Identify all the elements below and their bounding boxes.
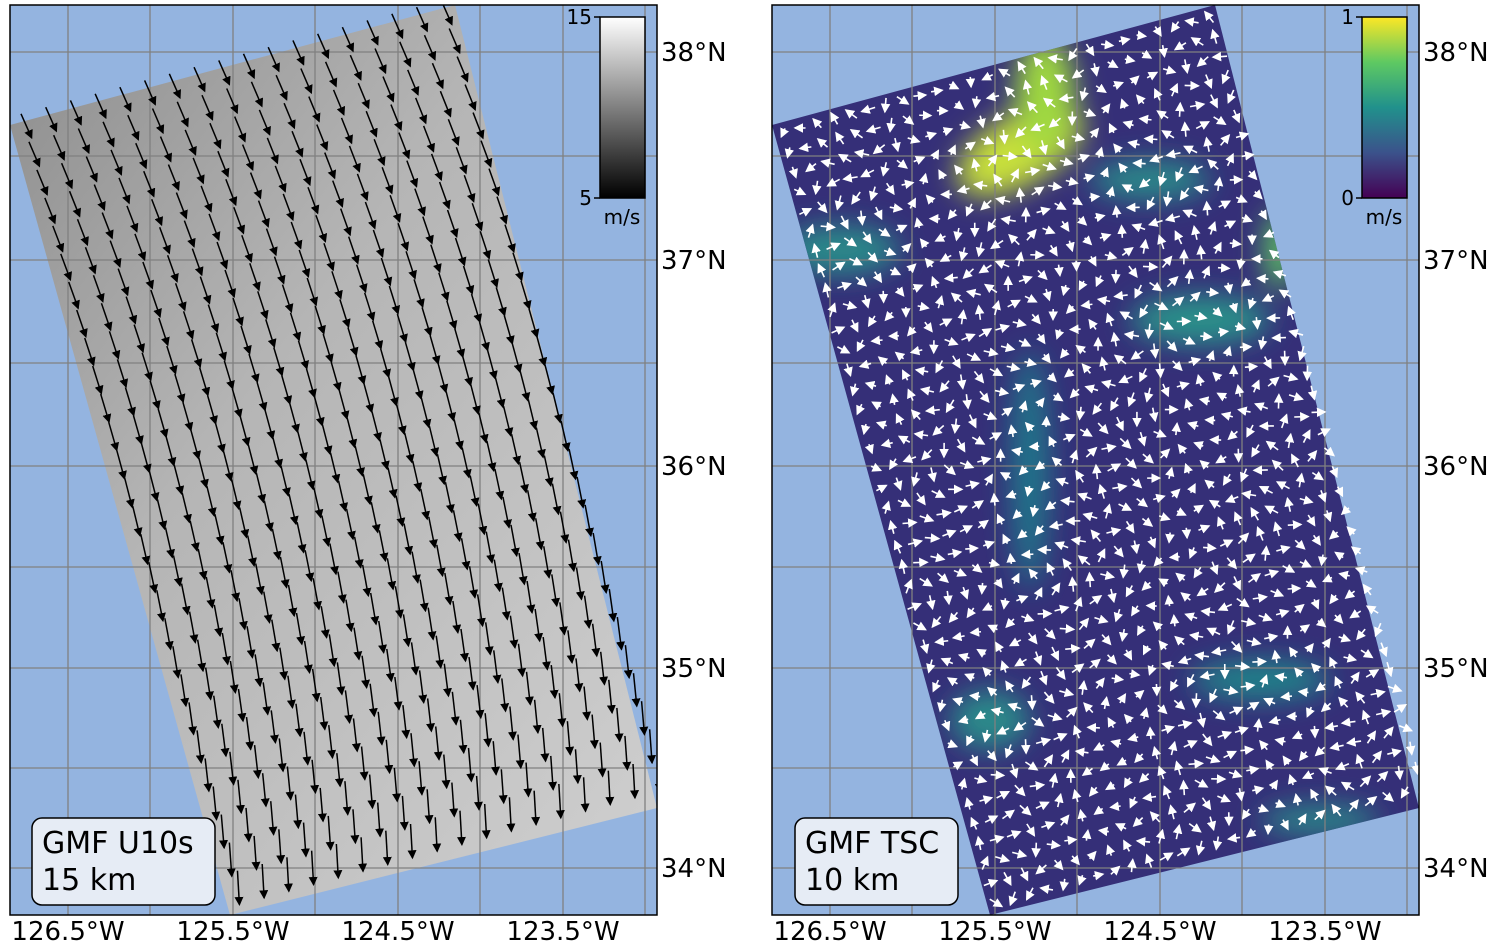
- wind-arrow: [885, 98, 886, 112]
- wind-arrow: [991, 775, 1004, 776]
- wind-arrow: [1026, 739, 1027, 753]
- colorbar-unit: m/s: [1366, 205, 1403, 229]
- wind-arrow: [982, 583, 983, 593]
- wind-arrow: [1207, 202, 1208, 215]
- wind-arrow: [965, 548, 977, 549]
- lat-label: 38°N: [1423, 38, 1489, 68]
- panel-label: 15 km: [42, 863, 136, 898]
- wind-arrow: [1010, 554, 1011, 564]
- wind-arrow: [1170, 557, 1179, 558]
- colorbar-tick-label: 1: [1341, 5, 1354, 29]
- wind-arrow: [1200, 336, 1211, 337]
- lat-label: 38°N: [661, 38, 727, 68]
- wind-arrow: [1089, 196, 1098, 197]
- lat-label: 37°N: [1423, 246, 1489, 276]
- wind-arrow: [1036, 843, 1037, 856]
- wind-arrow: [1189, 763, 1203, 764]
- wind-arrow: [1256, 317, 1257, 328]
- lon-label: 124.5°W: [341, 917, 454, 944]
- wind-arrow: [1089, 573, 1090, 587]
- wind-arrow: [1145, 139, 1157, 140]
- wind-arrow: [1218, 331, 1228, 332]
- wind-arrow: [1065, 648, 1079, 649]
- wind-arrow: [1268, 824, 1269, 833]
- wind-arrow: [970, 77, 971, 87]
- wind-arrow: [1206, 292, 1217, 293]
- wind-arrow: [1314, 726, 1315, 737]
- wind-arrow: [1185, 123, 1186, 137]
- wind-arrow: [1206, 420, 1215, 421]
- wind-arrow: [1288, 524, 1301, 525]
- wind-arrow: [1240, 347, 1251, 348]
- map-panel: [772, 5, 1425, 915]
- lat-label: 34°N: [661, 854, 727, 884]
- wind-arrow: [1088, 727, 1100, 728]
- wind-arrow: [1060, 628, 1074, 629]
- colorbar-unit: m/s: [604, 205, 641, 229]
- page: {"panels":[ {"label":["GMF U10s","15 km"…: [0, 0, 1491, 944]
- colorbar-tick-label: 5: [579, 186, 592, 210]
- wind-arrow: [925, 538, 939, 539]
- lon-label: 124.5°W: [1103, 917, 1216, 944]
- wind-arrow: [1046, 417, 1047, 427]
- panel-label: GMF TSC: [805, 826, 939, 861]
- lon-label: 125.5°W: [176, 917, 289, 944]
- map-panel: [10, 0, 660, 915]
- wind-arrow: [1186, 528, 1187, 538]
- lon-label: 123.5°W: [506, 917, 619, 944]
- panel-label: GMF U10s: [42, 826, 194, 861]
- wind-arrow: [1288, 588, 1300, 589]
- wind-arrow: [1122, 226, 1123, 238]
- lon-label: 123.5°W: [1268, 917, 1381, 944]
- wind-arrow: [1245, 366, 1257, 367]
- panel-label: 10 km: [805, 863, 899, 898]
- wind-arrow: [1203, 547, 1215, 548]
- wind-arrow: [971, 696, 981, 697]
- wind-arrow: [1218, 268, 1229, 269]
- lat-label: 37°N: [661, 246, 727, 276]
- wind-arrow: [994, 494, 995, 505]
- colorbar: [600, 17, 645, 198]
- wind-arrow: [1160, 363, 1161, 376]
- colorbar: [1362, 17, 1407, 198]
- lat-label: 34°N: [1423, 854, 1489, 884]
- wind-arrow: [971, 632, 981, 633]
- wind-arrow: [1252, 661, 1265, 662]
- wind-arrow: [1022, 554, 1033, 555]
- wind-arrow: [1134, 163, 1146, 164]
- wind-arrow: [1312, 412, 1325, 413]
- lat-label: 36°N: [1423, 452, 1489, 482]
- wind-arrow: [1180, 103, 1181, 116]
- wind-arrow: [658, 757, 660, 791]
- lat-label: 35°N: [661, 654, 727, 684]
- wind-arrow: [1169, 533, 1170, 543]
- wind-arrow: [1150, 728, 1151, 739]
- wind-arrow: [1282, 696, 1292, 697]
- wind-arrow: [1174, 616, 1175, 627]
- wind-arrow: [1143, 266, 1157, 267]
- wind-arrow: [1213, 56, 1227, 57]
- wind-arrow: [1299, 691, 1308, 692]
- lat-label: 36°N: [661, 452, 727, 482]
- colorbar-tick-label: 0: [1341, 186, 1354, 210]
- wind-arrow: [1258, 278, 1269, 279]
- lon-label: 125.5°W: [938, 917, 1051, 944]
- lon-label: 126.5°W: [773, 917, 886, 944]
- wind-arrow: [903, 522, 917, 523]
- lon-label: 126.5°W: [11, 917, 124, 944]
- figure: 38°N 37°N 36°N 35°N 34°N 126.5°W 125.5°W 124.5°…: [0, 0, 1491, 944]
- lat-label: 35°N: [1423, 654, 1489, 684]
- wind-arrow: [1071, 329, 1081, 330]
- wind-arrow: [1031, 695, 1032, 709]
- colorbar-tick-label: 15: [567, 5, 592, 29]
- wind-arrow: [1183, 781, 1184, 795]
- wind-arrow: [1196, 693, 1197, 707]
- wind-arrow: [1419, 783, 1425, 792]
